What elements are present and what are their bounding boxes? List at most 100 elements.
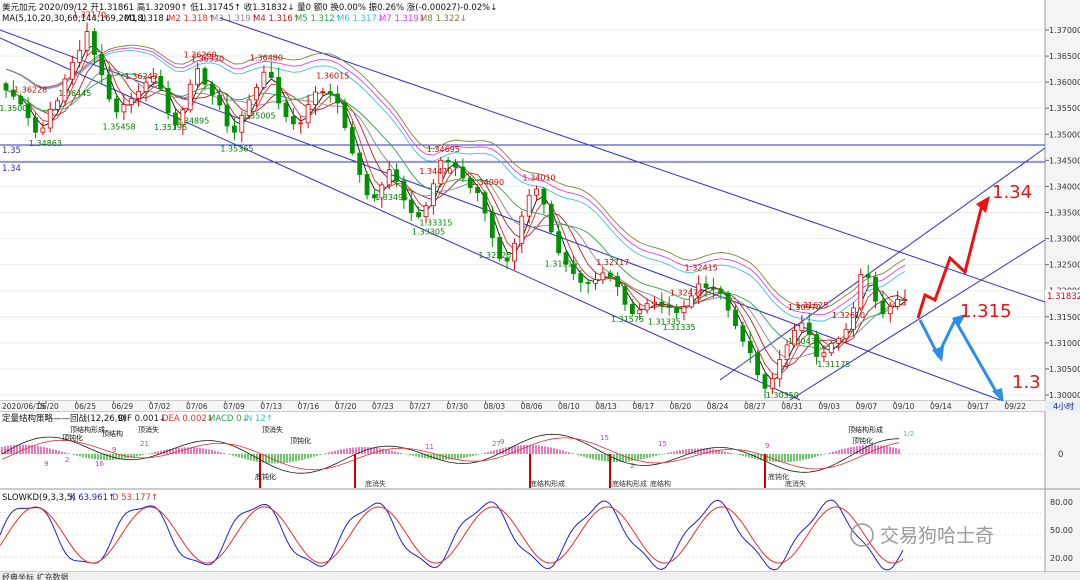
candle[interactable] [69, 55, 75, 86]
candle[interactable] [283, 96, 289, 123]
candle[interactable] [843, 323, 849, 343]
candle[interactable] [747, 331, 753, 363]
candle[interactable] [755, 350, 761, 380]
candle[interactable] [379, 181, 385, 208]
candle[interactable] [187, 79, 193, 113]
candle[interactable] [261, 65, 267, 90]
candle[interactable] [821, 345, 827, 363]
candle[interactable] [711, 277, 716, 298]
candle[interactable] [239, 111, 245, 143]
candle[interactable] [600, 267, 606, 284]
candle[interactable] [173, 107, 178, 130]
candle[interactable] [548, 200, 554, 235]
candle[interactable] [777, 350, 783, 387]
candle[interactable] [607, 270, 613, 282]
candle[interactable] [858, 268, 864, 311]
candle[interactable] [453, 159, 458, 177]
candle[interactable] [674, 304, 679, 319]
candle[interactable] [851, 302, 856, 337]
candle[interactable] [762, 371, 768, 399]
candle[interactable] [688, 287, 694, 310]
candle[interactable] [578, 269, 584, 292]
candle[interactable] [652, 296, 657, 310]
candle[interactable] [666, 296, 672, 316]
candle[interactable] [585, 279, 591, 294]
candle[interactable] [254, 83, 259, 108]
candle[interactable] [534, 185, 539, 202]
candle[interactable] [224, 94, 230, 133]
candle[interactable] [526, 188, 532, 224]
candle[interactable] [615, 272, 621, 297]
candle[interactable] [136, 84, 142, 107]
candle[interactable] [622, 283, 628, 311]
candle[interactable] [128, 92, 134, 114]
candle[interactable] [792, 323, 797, 348]
candle[interactable] [475, 184, 481, 202]
candle[interactable] [571, 256, 576, 280]
candle[interactable] [327, 83, 333, 103]
candle[interactable] [114, 93, 119, 119]
candle[interactable] [394, 163, 399, 187]
candle[interactable] [40, 122, 46, 136]
footer-tabs[interactable]: 经典坐标 扩充数据 [2, 572, 69, 580]
candle[interactable] [880, 290, 886, 319]
candle[interactable] [335, 85, 340, 114]
channel-line-middle[interactable] [219, 17, 1046, 303]
candle[interactable] [217, 89, 223, 111]
candle[interactable] [593, 271, 598, 290]
candle[interactable] [814, 330, 819, 365]
candle[interactable] [482, 189, 488, 222]
candle[interactable] [25, 97, 31, 126]
candle[interactable] [423, 201, 429, 224]
candle[interactable] [372, 190, 377, 202]
candle[interactable] [629, 299, 635, 317]
candle[interactable] [445, 156, 451, 171]
candle[interactable] [784, 339, 790, 369]
candle[interactable] [659, 292, 665, 314]
candle[interactable] [92, 27, 97, 65]
candle[interactable] [121, 94, 127, 121]
candle[interactable] [55, 97, 60, 113]
candle[interactable] [681, 300, 687, 321]
candle[interactable] [769, 372, 775, 395]
candle[interactable] [467, 175, 473, 194]
candle[interactable] [696, 275, 702, 305]
candle[interactable] [349, 121, 355, 156]
period-label[interactable]: 4小时 [1053, 401, 1074, 411]
candle[interactable] [386, 160, 392, 190]
candle[interactable] [416, 206, 422, 219]
candle[interactable] [873, 271, 878, 309]
candle[interactable] [438, 156, 444, 188]
candle[interactable] [430, 179, 436, 215]
candle[interactable] [106, 65, 112, 103]
candle[interactable] [232, 117, 237, 141]
candle[interactable] [799, 314, 805, 334]
candle[interactable] [806, 313, 812, 345]
candle[interactable] [497, 233, 503, 262]
candle[interactable] [195, 62, 200, 88]
candle[interactable] [150, 67, 156, 86]
candle[interactable] [33, 112, 38, 138]
candle[interactable] [180, 106, 186, 135]
candle[interactable] [902, 289, 908, 306]
candle[interactable] [276, 67, 282, 110]
candle[interactable] [460, 158, 466, 182]
candle[interactable] [637, 303, 643, 321]
rising-channel-top[interactable] [719, 147, 1046, 381]
candle[interactable] [836, 336, 842, 351]
candle[interactable] [733, 303, 738, 330]
candle[interactable] [541, 186, 547, 214]
candle[interactable] [202, 66, 208, 91]
candle[interactable] [644, 298, 650, 314]
candle[interactable] [77, 40, 83, 68]
candle[interactable] [209, 80, 215, 105]
candle[interactable] [313, 86, 318, 115]
candle[interactable] [298, 115, 304, 134]
candle[interactable] [84, 22, 90, 57]
candle[interactable] [512, 238, 517, 271]
candle[interactable] [47, 101, 53, 133]
candle[interactable] [364, 171, 370, 200]
candle[interactable] [887, 302, 893, 323]
candle[interactable] [718, 285, 724, 300]
